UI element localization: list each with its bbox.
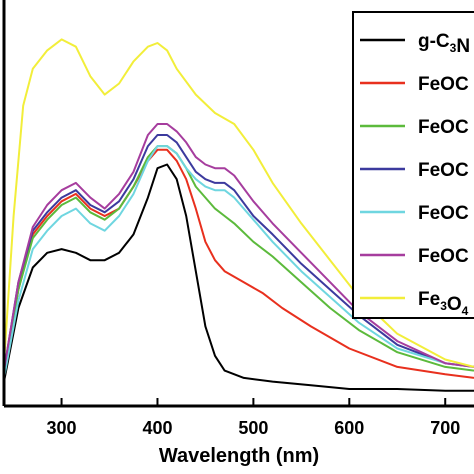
legend-label-0: g-C3N: [418, 31, 470, 57]
axes: [2, 0, 474, 408]
series-line-3: [3, 134, 474, 371]
x-ticks: 300 400 500 600 700: [47, 398, 460, 438]
plot-lines: [3, 38, 474, 392]
legend-box: [352, 11, 474, 319]
x-tick-label: 500: [238, 418, 268, 438]
x-tick-label: 700: [430, 418, 460, 438]
legend-label-6: Fe3O4: [418, 289, 469, 318]
legend-label-1: FeOC: [418, 74, 469, 95]
series-line-1: [3, 148, 474, 379]
series-line-6: [3, 38, 474, 368]
series-line-4: [3, 145, 474, 379]
x-tick-label: 400: [142, 418, 172, 438]
legend-label-3: FeOC: [418, 160, 469, 181]
series-line-0: [3, 163, 474, 392]
series-line-5: [3, 123, 474, 371]
legend: g-C3N FeOC FeOC FeOC FeOC FeOC Fe3O4: [352, 11, 474, 319]
x-tick-label: 300: [47, 418, 77, 438]
x-axis-label: Wavelength (nm): [159, 445, 319, 467]
legend-label-5: FeOC: [418, 246, 469, 267]
legend-label-4: FeOC: [418, 203, 469, 224]
x-tick-label: 600: [334, 418, 364, 438]
legend-label-2: FeOC: [418, 117, 469, 138]
